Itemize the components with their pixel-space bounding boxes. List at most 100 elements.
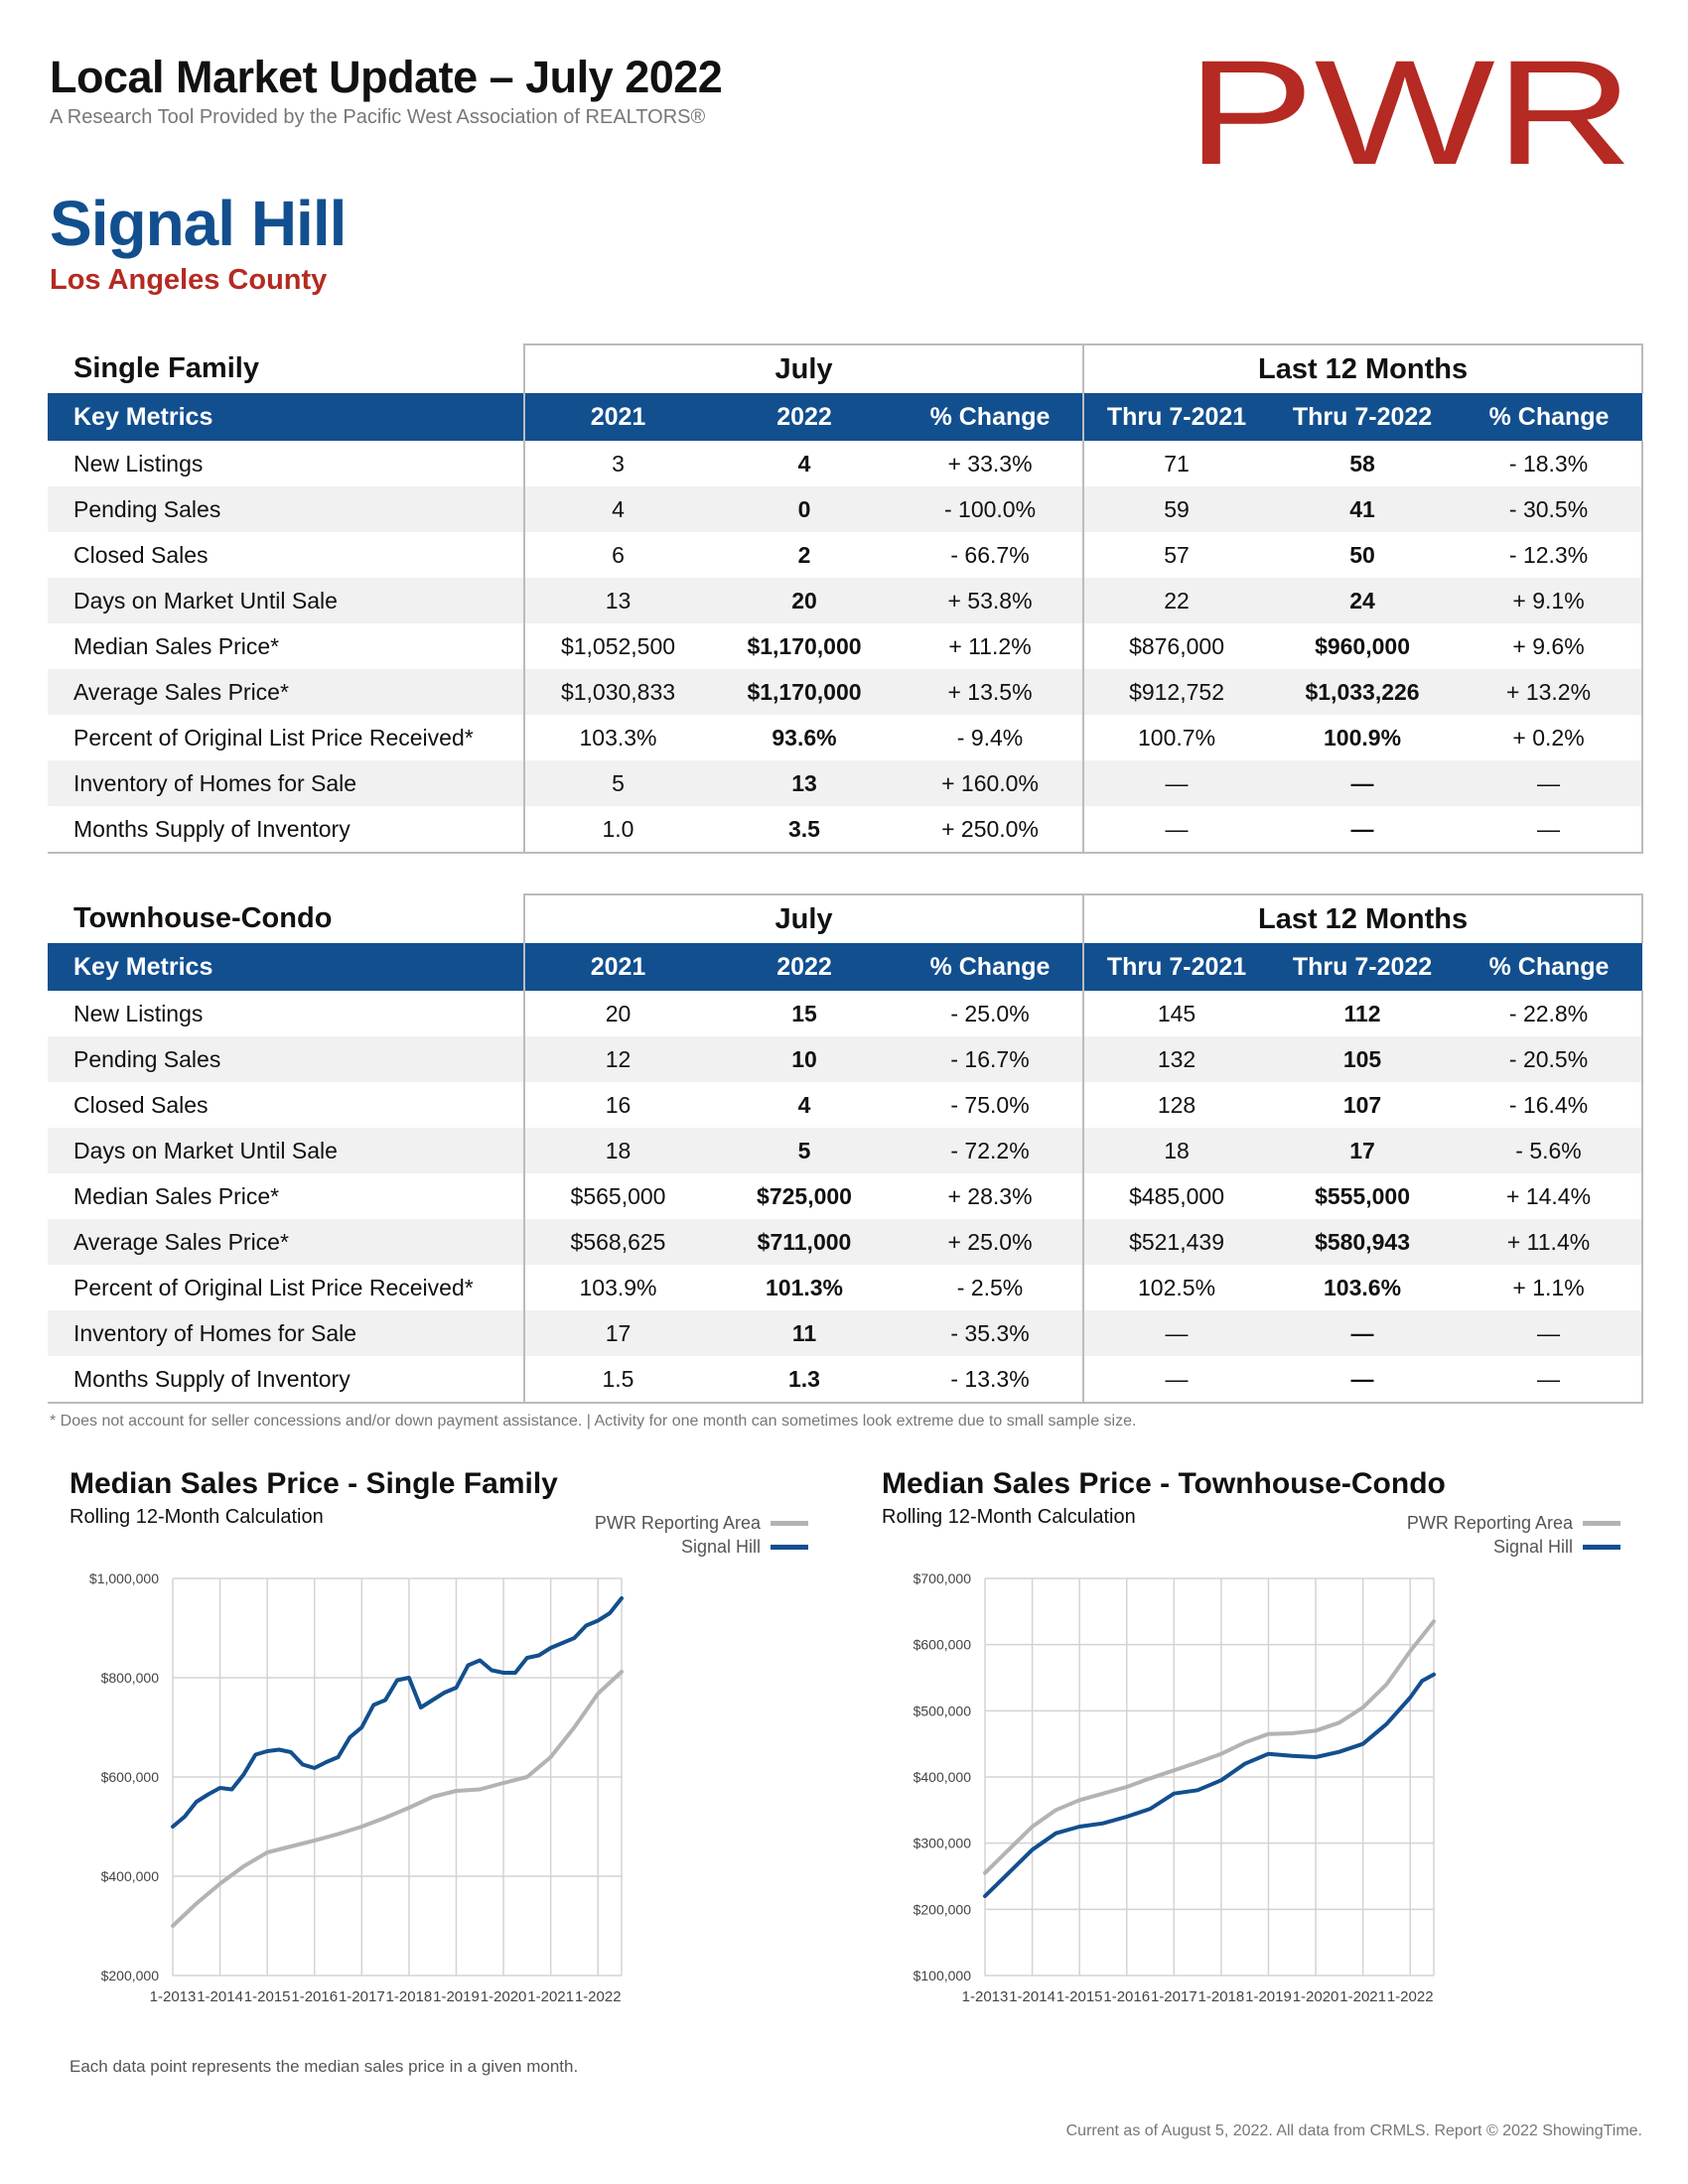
- x-tick-label: 1-2015: [244, 1988, 291, 2005]
- data-point: [1148, 1807, 1153, 1811]
- data-point: [1314, 1728, 1318, 1732]
- table-row: Pending Sales 12 10- 16.7% 132 105- 20.5%: [48, 1036, 1644, 1082]
- month-2021-value: 20: [523, 991, 711, 1036]
- y-tick-label: $400,000: [101, 1868, 160, 1884]
- month-2022-value: $1,170,000: [711, 623, 898, 669]
- data-point: [572, 1725, 577, 1729]
- x-tick-label: 1-2014: [197, 1988, 243, 2005]
- x-tick-label: 1-2013: [150, 1988, 197, 2005]
- series-line-reporting-area: [983, 1619, 1436, 1875]
- data-point: [431, 1698, 435, 1703]
- metric-label: Median Sales Price*: [48, 623, 524, 669]
- data-point: [1432, 1619, 1436, 1623]
- ytd-2021-value: 128: [1082, 1082, 1270, 1128]
- x-tick-label: 1-2018: [386, 1988, 433, 2005]
- month-change: - 13.3%: [898, 1356, 1084, 1404]
- data-point: [265, 1850, 269, 1854]
- chart-subtitle: Rolling 12-Month Calculation: [70, 1506, 324, 1528]
- y-tick-label: $400,000: [914, 1769, 972, 1785]
- col-2021: 2021: [523, 943, 711, 991]
- ytd-2022-value: 24: [1269, 578, 1457, 623]
- ytd-2021-value: $485,000: [1082, 1173, 1270, 1219]
- data-point: [454, 1686, 459, 1690]
- data-point: [419, 1706, 423, 1709]
- chart-note: Each data point represents the median sa…: [70, 2057, 579, 2076]
- ytd-2021-value: $912,752: [1082, 669, 1270, 715]
- month-change: + 250.0%: [898, 806, 1084, 854]
- data-point: [1219, 1778, 1223, 1782]
- month-change: + 33.3%: [898, 441, 1084, 486]
- table-row: Median Sales Price* $1,052,500 $1,170,000 +…: [48, 623, 1644, 669]
- footer-source: Current as of August 5, 2022. All data f…: [1065, 2122, 1642, 2139]
- data-point: [313, 1766, 317, 1770]
- ytd-change: - 16.4%: [1456, 1082, 1644, 1128]
- data-point: [383, 1816, 387, 1820]
- ytd-change: - 5.6%: [1456, 1128, 1644, 1173]
- ytd-change: —: [1456, 806, 1644, 854]
- legend-label: PWR Reporting Area: [1406, 1513, 1573, 1533]
- data-point: [490, 1668, 493, 1673]
- ytd-2021-value: 71: [1082, 441, 1270, 486]
- legend-item: PWR Reporting Area: [556, 1511, 808, 1535]
- month-change: - 9.4%: [898, 715, 1084, 760]
- data-point: [1337, 1750, 1341, 1754]
- footnote: * Does not account for seller concession…: [50, 1413, 1137, 1430]
- data-point: [1172, 1792, 1176, 1796]
- month-change: + 28.3%: [898, 1173, 1084, 1219]
- legend-swatch: [1583, 1520, 1620, 1526]
- data-point: [525, 1656, 529, 1660]
- ytd-group-header: Last 12 Months: [1082, 893, 1644, 943]
- ytd-2021-value: 22: [1082, 578, 1270, 623]
- y-tick-label: $1,000,000: [89, 1570, 159, 1586]
- data-point: [478, 1787, 482, 1792]
- data-point: [1148, 1776, 1153, 1780]
- data-point: [1384, 1722, 1389, 1726]
- data-point: [171, 1924, 175, 1928]
- ytd-2021-value: $521,439: [1082, 1219, 1270, 1265]
- data-point: [1077, 1798, 1081, 1802]
- data-point: [1266, 1732, 1271, 1736]
- ytd-2021-value: 132: [1082, 1036, 1270, 1082]
- x-tick-label: 1-2014: [1009, 1988, 1055, 2005]
- table-row: Pending Sales 4 0- 100.0% 59 41- 30.5%: [48, 486, 1644, 532]
- ytd-2021-value: 59: [1082, 486, 1270, 532]
- data-point: [1243, 1740, 1247, 1744]
- ytd-2022-value: 112: [1269, 991, 1457, 1036]
- ytd-2021-value: —: [1082, 806, 1270, 854]
- data-point: [1290, 1754, 1294, 1758]
- data-point: [596, 1618, 600, 1623]
- metric-label: Months Supply of Inventory: [48, 1356, 524, 1404]
- single-family-table: Single Family July Last 12 Months Key Me…: [48, 343, 1644, 854]
- x-tick-label: 1-2018: [1198, 1988, 1245, 2005]
- month-2021-value: $1,052,500: [523, 623, 711, 669]
- month-change: - 2.5%: [898, 1265, 1084, 1310]
- data-point: [1030, 1825, 1035, 1829]
- ytd-2022-value: $960,000: [1269, 623, 1457, 669]
- col-thru-2021: Thru 7-2021: [1082, 393, 1270, 441]
- data-point: [549, 1755, 553, 1759]
- data-point: [1125, 1785, 1129, 1789]
- data-point: [1054, 1832, 1057, 1836]
- ytd-change: - 18.3%: [1456, 441, 1644, 486]
- data-point: [325, 1760, 329, 1764]
- data-point: [1337, 1720, 1341, 1724]
- chart-legend: PWR Reporting Area Signal Hill: [556, 1511, 808, 1559]
- ytd-change: - 20.5%: [1456, 1036, 1644, 1082]
- median-price-single-family-chart: $1,000,000 $800,000 $600,000 $400,000 $200,0…: [89, 1570, 624, 2005]
- y-tick-label: $700,000: [914, 1570, 972, 1586]
- median-price-townhouse-condo-chart: $700,000 $600,000 $500,000 $400,000 $300,000…: [914, 1570, 1436, 2005]
- legend-item: Signal Hill: [1368, 1535, 1620, 1559]
- ytd-2021-value: 102.5%: [1082, 1265, 1270, 1310]
- x-tick-label: 1-2019: [1245, 1988, 1292, 2005]
- month-change: + 53.8%: [898, 578, 1084, 623]
- metric-label: Median Sales Price*: [48, 1173, 524, 1219]
- month-2021-value: $1,030,833: [523, 669, 711, 715]
- data-point: [983, 1871, 987, 1875]
- legend-item: PWR Reporting Area: [1368, 1511, 1620, 1535]
- data-point: [383, 1698, 387, 1703]
- metric-label: Days on Market Until Sale: [48, 578, 524, 623]
- table-row: Months Supply of Inventory 1.5 1.3- 13.3% —…: [48, 1356, 1644, 1404]
- ytd-2022-value: 50: [1269, 532, 1457, 578]
- data-point: [1196, 1760, 1199, 1764]
- ytd-change: - 12.3%: [1456, 532, 1644, 578]
